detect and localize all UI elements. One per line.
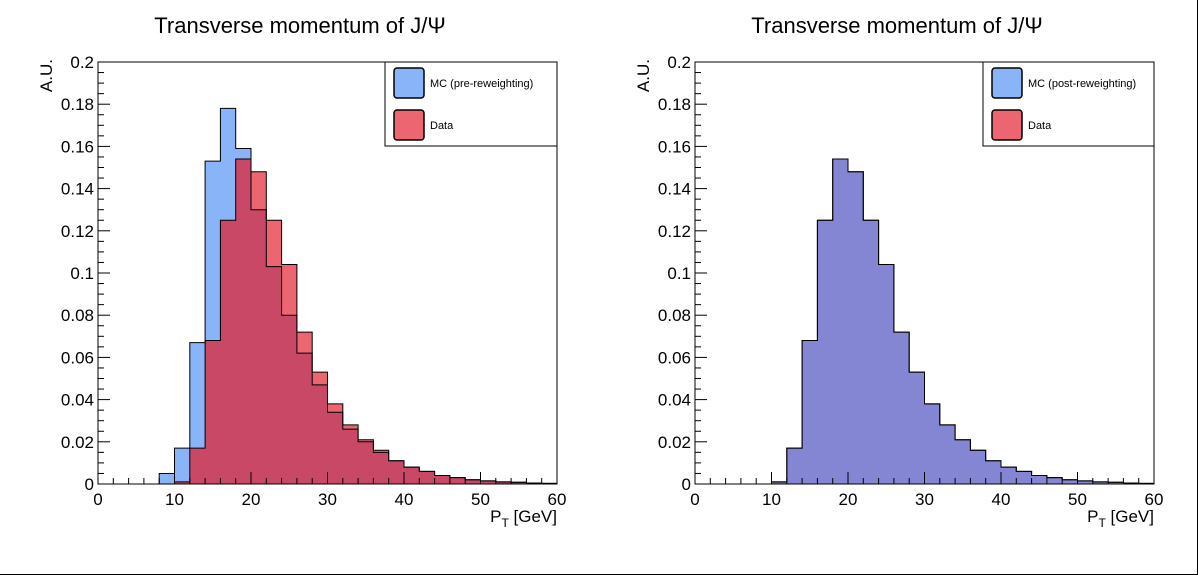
y-tick-label: 0.12: [658, 222, 691, 241]
x-tick-label: 10: [762, 490, 781, 509]
y-axis-label: A.U.: [634, 59, 653, 92]
y-axis-label: A.U.: [37, 59, 56, 92]
x-axis-label: PT [GeV]: [490, 507, 557, 530]
y-tick-label: 0.04: [658, 391, 691, 410]
legend-swatch: [991, 109, 1023, 141]
y-tick-label: 0.08: [61, 306, 94, 325]
x-tick-label: 30: [915, 490, 934, 509]
x-tick-label: 40: [395, 490, 414, 509]
x-axis-label-main: P: [490, 507, 501, 526]
x-tick-label: 50: [471, 490, 490, 509]
x-axis-label-sub: T: [1098, 516, 1106, 530]
y-tick-label: 0.2: [667, 53, 691, 72]
x-axis-label: PT [GeV]: [1087, 507, 1154, 530]
x-axis-label-main: P: [1087, 507, 1098, 526]
y-tick-label: 0.02: [658, 433, 691, 452]
legend-swatch: [393, 67, 425, 99]
chart-1: Transverse momentum of J/Ψ 0 10 20 30 40 50 60 0…: [37, 13, 566, 530]
y-tick-label: 0.1: [667, 264, 691, 283]
legend-label: Data: [1028, 120, 1052, 132]
series-overlap-fill: [695, 159, 1154, 484]
y-tick-label: 0: [85, 475, 94, 494]
x-axis-label-unit: [GeV]: [1106, 507, 1154, 526]
x-tick-label: 60: [548, 490, 567, 509]
y-tick-label: 0.12: [61, 222, 94, 241]
x-tick-label: 40: [992, 490, 1011, 509]
y-tick-label: 0.18: [658, 95, 691, 114]
x-axis-label-sub: T: [501, 516, 509, 530]
series-overlap-fill: [98, 159, 557, 484]
y-tick-label: 0.08: [658, 306, 691, 325]
y-tick-label: 0: [682, 475, 691, 494]
chart-title: Transverse momentum of J/Ψ: [154, 13, 445, 38]
y-tick-label: 0.16: [61, 137, 94, 156]
x-axis-label-unit: [GeV]: [509, 507, 557, 526]
y-tick-label: 0.06: [658, 348, 691, 367]
x-tick-label: 20: [839, 490, 858, 509]
x-tick-label: 30: [318, 490, 337, 509]
legend-label: Data: [430, 120, 454, 132]
y-tick-label: 0.2: [70, 53, 94, 72]
legend: MC (pre-reweighting) Data: [384, 61, 558, 147]
x-tick-label: 20: [242, 490, 261, 509]
y-tick-label: 0.1: [70, 264, 94, 283]
y-tick-label: 0.18: [61, 95, 94, 114]
x-tick-label: 0: [93, 490, 102, 509]
chart-title: Transverse momentum of J/Ψ: [751, 13, 1042, 38]
x-tick-label: 10: [165, 490, 184, 509]
x-tick-label: 0: [690, 490, 699, 509]
y-tick-label: 0.06: [61, 348, 94, 367]
y-tick-label: 0.14: [61, 180, 94, 199]
legend-label: MC (post-reweighting): [1028, 78, 1136, 90]
y-tick-label: 0.04: [61, 391, 94, 410]
y-tick-label: 0.14: [658, 180, 691, 199]
y-tick-label: 0.02: [61, 433, 94, 452]
x-tick-label: 60: [1145, 490, 1164, 509]
chart-2: Transverse momentum of J/Ψ 0 10 20 30 40 50 60 0…: [634, 13, 1163, 530]
x-tick-label: 50: [1068, 490, 1087, 509]
y-tick-label: 0.16: [658, 137, 691, 156]
legend-label: MC (pre-reweighting): [430, 78, 533, 90]
legend-swatch: [991, 67, 1023, 99]
legend-swatch: [393, 109, 425, 141]
legend: MC (post-reweighting) Data: [982, 61, 1155, 147]
